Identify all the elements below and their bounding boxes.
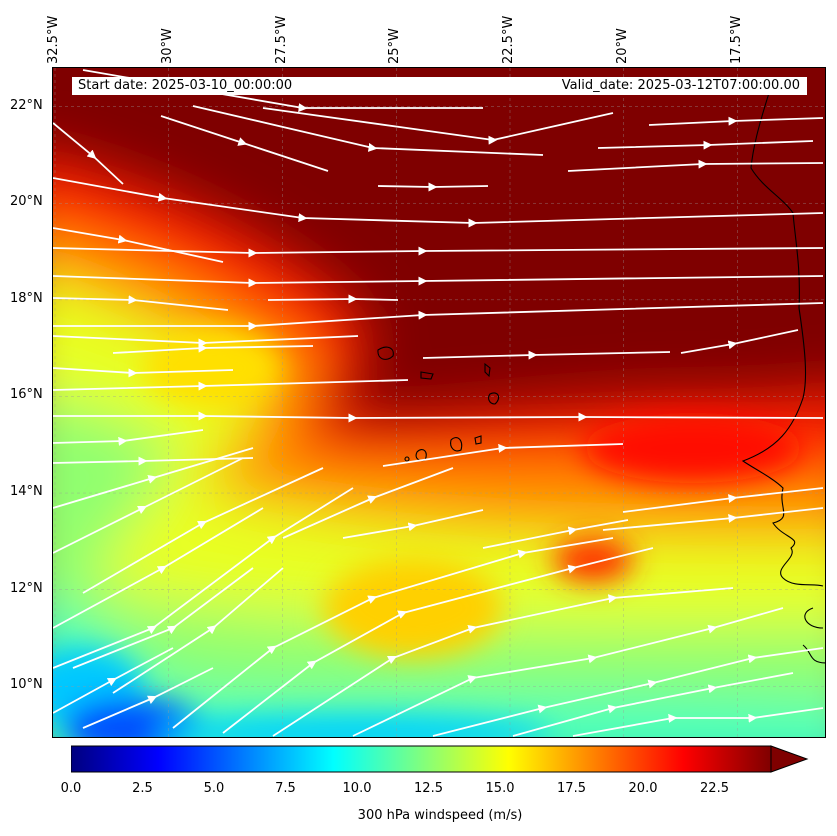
date-header: Start date: 2025-03-10_00:00:00 Valid_da… [72,77,807,95]
cape-verde-maio [474,435,482,445]
streamlines [53,69,824,737]
streamline [82,667,214,729]
colorbar-tick-label: 17.5 [557,781,586,796]
streamline [82,467,324,594]
longitude-label: 32.5°W [46,15,61,64]
coastlines [377,92,825,664]
streamline [192,105,544,156]
longitude-label: 20°W [614,28,630,64]
colorbar-tick-label: 7.5 [275,781,296,796]
colorbar [71,745,809,773]
latitude-label: 20°N [10,194,43,210]
streamline [53,302,824,331]
streamline [72,567,254,669]
colorbar-tick-label: 20.0 [628,781,658,796]
latitude-label: 14°N [10,484,43,500]
valid-date: Valid_date: 2025-03-12T07:00:00.00 [561,78,800,93]
streamline [597,140,814,150]
colorbar-tick-label: 10.0 [342,781,372,796]
streamline [53,367,234,378]
streamline [160,115,329,172]
colorbar-gradient [71,745,772,773]
streamline [53,457,244,554]
streamline [648,116,824,126]
streamline [512,672,794,737]
streamline [422,350,671,360]
longitude-label: 25°W [387,28,403,64]
cape-verde-brava [404,456,410,462]
longitude-label: 27.5°W [273,15,289,64]
colorbar-tick-label: 15.0 [485,781,515,796]
streamline [567,159,824,172]
latitude-label: 22°N [10,97,43,113]
cape-verde-sal [488,392,500,405]
streamline [53,275,824,288]
colorbar-tick-label: 22.5 [700,781,729,796]
cape-verde-santiago [450,437,463,452]
streamline [53,447,254,509]
streamline [53,487,354,669]
streamline [267,294,399,304]
windspeed-field [53,68,825,737]
streamline [53,177,824,228]
longitude-label: 22.5°W [501,15,516,64]
streamline [53,227,224,263]
streamline [432,647,824,737]
streamline [377,182,489,192]
latitude-label: 16°N [10,387,43,403]
windspeed-map [53,68,825,737]
streamline [382,443,624,467]
latitude-label: 10°N [10,677,43,693]
colorbar-label: 300 hPa windspeed (m/s) [357,808,523,823]
longitude-label: 30°W [159,28,175,64]
colorbar-tick-label: 5.0 [203,781,225,796]
colorbar-tick-label: 12.5 [414,781,443,796]
colorbar-extend-arrow [770,745,809,773]
streamline [112,567,284,694]
streamline [482,519,629,549]
streamline [53,122,124,185]
cape-verde-sao-nicolau [484,362,491,378]
streamline [262,107,614,145]
streamline [53,647,174,714]
streamline [53,246,824,258]
map-panel [52,67,826,738]
streamline [622,487,824,513]
streamline [53,429,204,446]
streamline [53,379,409,391]
streamline [342,509,484,539]
start-date: Start date: 2025-03-10_00:00:00 [78,78,293,93]
streamline [112,343,314,354]
cape-verde-santo-antao [377,346,394,360]
streamline [602,507,824,531]
streamline [572,707,824,737]
colorbar-tick-label: 0.0 [60,781,82,796]
longitude-label: 17.5°W [728,15,744,64]
streamline [53,295,229,311]
colorbar-tick-label: 2.5 [132,781,153,796]
streamline [282,467,454,539]
streamline [53,335,359,348]
latitude-label: 18°N [10,290,43,306]
latitude-label: 12°N [10,580,43,596]
africa-coastline [741,92,825,664]
streamline [53,411,824,423]
cape-verde-sao-vicente [420,371,434,380]
streamline [680,329,799,354]
